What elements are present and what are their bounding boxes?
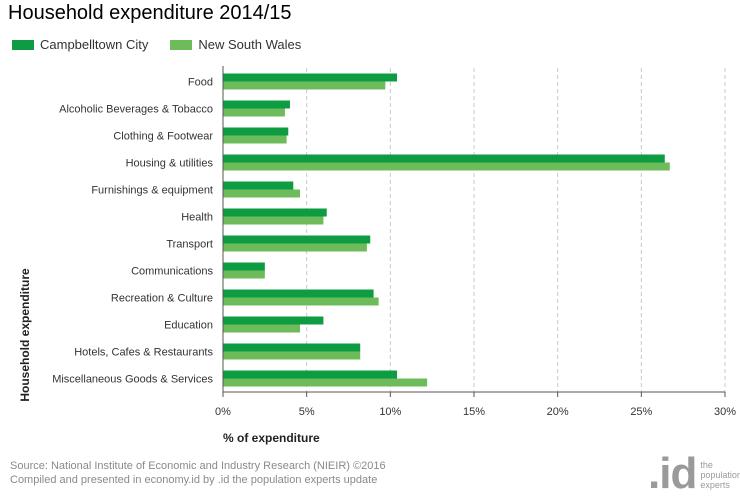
bar-series2	[223, 162, 670, 171]
x-tick-label: 15%	[463, 406, 485, 418]
bar-series2	[223, 243, 367, 252]
category-label: Miscellaneous Goods & Services	[52, 374, 213, 386]
bar-series1	[223, 100, 290, 109]
legend-label-series2: New South Wales	[198, 37, 302, 52]
category-label: Health	[181, 212, 213, 224]
category-label: Hotels, Cafes & Restaurants	[74, 347, 213, 359]
x-axis-title: % of expenditure	[223, 431, 320, 445]
x-tick-label: 25%	[630, 406, 652, 418]
legend-item-series2[interactable]: New South Wales	[170, 37, 301, 52]
bar-series2	[223, 351, 361, 360]
logo-tagline: the population experts	[700, 460, 740, 490]
category-label: Education	[164, 320, 213, 332]
category-label: Clothing & Footwear	[113, 131, 213, 143]
bar-series1	[223, 316, 324, 325]
legend-swatch-series2	[170, 39, 193, 50]
bar-series1	[223, 127, 289, 136]
source-line-2: Compiled and presented in economy.id by …	[10, 474, 378, 486]
legend: Campbelltown City New South Wales	[12, 37, 323, 52]
bar-series2	[223, 270, 265, 279]
category-label: Food	[188, 77, 213, 89]
category-label: Furnishings & equipment	[91, 185, 213, 197]
id-logo: .id the population experts	[648, 449, 740, 498]
bar-series1	[223, 154, 665, 163]
bar-series2	[223, 378, 428, 387]
bar-series1	[223, 208, 327, 217]
legend-label-series1: Campbelltown City	[40, 37, 149, 52]
legend-swatch-series1	[12, 39, 34, 50]
x-tick-label: 30%	[714, 406, 736, 418]
legend-item-series1[interactable]: Campbelltown City	[12, 37, 148, 52]
bar-series2	[223, 324, 300, 333]
bar-series1	[223, 181, 294, 190]
bar-series1	[223, 262, 265, 271]
x-tick-label: 10%	[379, 406, 401, 418]
bar-series1	[223, 370, 398, 379]
chart-title: Household expenditure 2014/15	[8, 2, 292, 24]
category-label: Communications	[131, 266, 213, 278]
bar-series2	[223, 189, 300, 198]
bar-series1	[223, 73, 398, 82]
logo-mark: .id	[648, 449, 697, 498]
category-label: Housing & utilities	[126, 158, 214, 170]
bar-series2	[223, 108, 285, 117]
bar-series1	[223, 289, 374, 298]
bar-series2	[223, 297, 379, 306]
x-tick-label: 5%	[299, 406, 315, 418]
source-line-1: Source: National Institute of Economic a…	[10, 460, 386, 472]
x-tick-label: 20%	[547, 406, 569, 418]
category-label: Transport	[166, 239, 213, 251]
category-label: Recreation & Culture	[111, 293, 213, 305]
bar-series1	[223, 343, 361, 352]
category-label: Alcoholic Beverages & Tobacco	[59, 104, 213, 116]
bar-series1	[223, 235, 371, 244]
bar-series2	[223, 135, 287, 144]
bar-series2	[223, 81, 386, 90]
bar-series2	[223, 216, 324, 225]
y-axis-title: Household expenditure	[18, 268, 32, 402]
source-note: Source: National Institute of Economic a…	[10, 459, 386, 487]
x-tick-label: 0%	[215, 406, 231, 418]
